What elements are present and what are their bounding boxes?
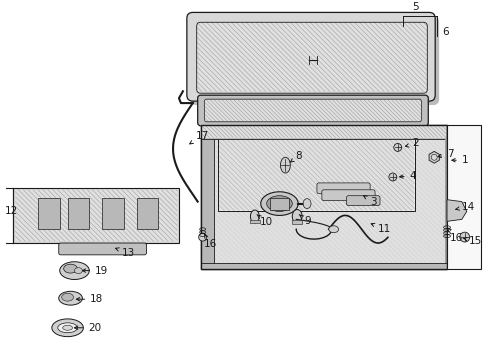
FancyBboxPatch shape [321,190,374,201]
Ellipse shape [266,196,292,211]
Bar [67,198,89,229]
Ellipse shape [60,262,89,279]
Text: 20: 20 [74,323,101,333]
Ellipse shape [52,319,83,337]
Bar [249,220,259,223]
Text: 14: 14 [455,202,474,212]
Bar [446,125,480,269]
FancyBboxPatch shape [59,243,146,255]
Bar [136,198,158,229]
Bar [218,138,415,211]
FancyBboxPatch shape [346,196,379,206]
Text: 18: 18 [76,294,103,304]
Text: 11: 11 [370,224,390,234]
Ellipse shape [430,154,436,160]
Ellipse shape [388,173,396,181]
Text: 13: 13 [115,248,135,258]
Text: 7: 7 [437,149,453,159]
Bar [200,125,446,269]
Text: 9: 9 [299,215,310,226]
Ellipse shape [63,264,77,273]
Text: 12: 12 [4,207,18,216]
Ellipse shape [250,210,259,223]
Ellipse shape [280,157,290,173]
FancyBboxPatch shape [316,183,369,194]
Text: 2: 2 [405,139,418,148]
Bar [38,198,60,229]
Ellipse shape [74,267,82,274]
Ellipse shape [59,291,82,305]
Bar [200,125,446,269]
Text: 16: 16 [447,228,462,243]
FancyBboxPatch shape [186,12,434,101]
Text: 17: 17 [189,131,208,144]
Ellipse shape [393,144,401,151]
Ellipse shape [58,323,77,333]
Bar [13,188,179,243]
Bar [201,126,445,138]
Bar [203,100,422,121]
Ellipse shape [61,293,73,301]
Bar [200,125,446,269]
Ellipse shape [328,226,338,233]
Bar [200,125,446,139]
Ellipse shape [198,233,206,241]
Bar [269,198,289,210]
Bar [219,139,414,211]
Text: 16: 16 [203,234,216,249]
Bar [102,198,123,229]
Bar [15,190,177,241]
Text: 6: 6 [441,27,448,37]
Ellipse shape [303,199,310,208]
Bar [200,263,446,269]
FancyBboxPatch shape [190,16,438,105]
Text: 19: 19 [82,266,108,276]
Ellipse shape [292,210,302,223]
Polygon shape [446,200,466,221]
Text: 4: 4 [399,171,415,181]
Ellipse shape [260,192,298,215]
Text: 1: 1 [451,155,468,165]
Ellipse shape [459,232,468,242]
Bar [200,125,214,269]
Bar [292,220,302,224]
Bar [196,22,427,91]
Text: 8: 8 [289,151,301,162]
Text: 3: 3 [363,196,376,207]
Ellipse shape [62,325,72,330]
Text: 5: 5 [411,3,418,12]
Bar [444,125,446,269]
Text: 15: 15 [462,236,481,246]
Text: 10: 10 [257,215,272,227]
FancyBboxPatch shape [197,95,427,126]
